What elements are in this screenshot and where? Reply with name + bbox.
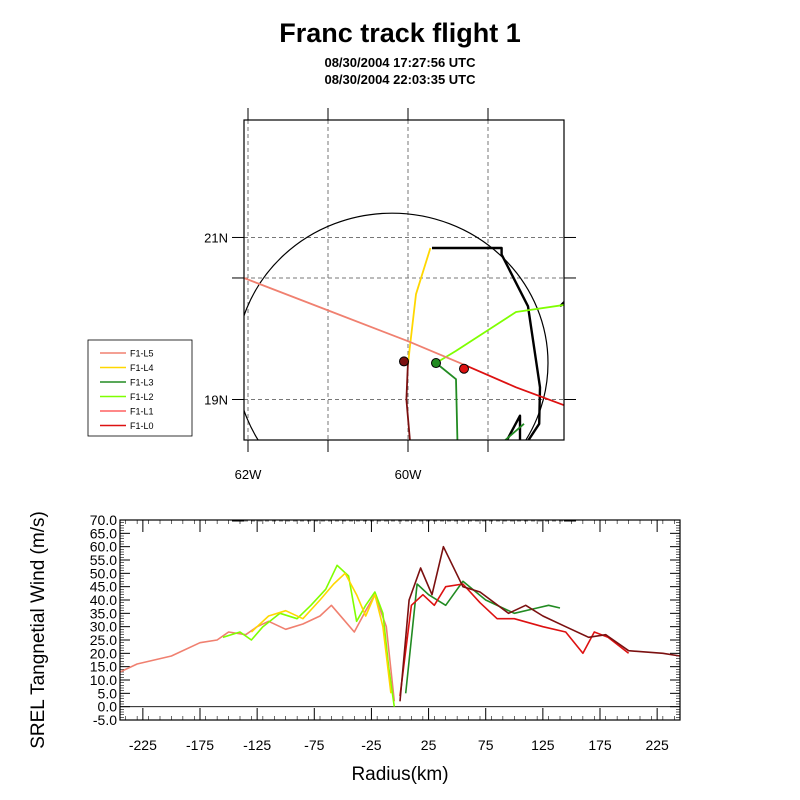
- wind-profile-panel: -225 -175 -125 -75 -25 25 75 125 175 225 70.065.06…: [28, 511, 681, 785]
- x-tick-label-1: -175: [186, 737, 214, 753]
- y-tick-label-4: 50.0: [90, 565, 117, 581]
- legend-label-4: F1-L1: [130, 407, 154, 417]
- y-tick-label-2: 60.0: [90, 539, 117, 555]
- y-tick-label-14: 0.0: [98, 699, 118, 715]
- track-map-panel: 62W 60W 21N 19N: [204, 108, 576, 522]
- range-circle: [244, 212, 549, 440]
- legend-label-1: F1-L4: [130, 363, 154, 373]
- y-tick-label-7: 35.0: [90, 605, 117, 621]
- chart-subtitle-end: 08/30/2004 22:03:35 UTC: [324, 72, 476, 87]
- y-tick-label-13: 5.0: [98, 685, 118, 701]
- series-F1-L5: [120, 593, 396, 702]
- x-tick-label-2: -125: [243, 737, 271, 753]
- x-tick-label-0: -225: [129, 737, 157, 753]
- map-lat-tick-label-1: 19N: [204, 392, 228, 407]
- series-F1-L0: [399, 583, 630, 697]
- chart-title: Franc track flight 1: [279, 18, 521, 48]
- y-tick-label-15: -5.0: [93, 712, 117, 728]
- y-tick-label-3: 55.0: [90, 552, 117, 568]
- y-tick-label-1: 65.0: [90, 525, 117, 541]
- map-frame: [243, 119, 565, 441]
- x-tick-label-9: 225: [645, 737, 669, 753]
- y-tick-label-5: 45.0: [90, 579, 117, 595]
- legend-label-2: F1-L3: [130, 378, 154, 388]
- x-tick-label-3: -75: [304, 737, 324, 753]
- track-F1-L2: [435, 304, 564, 364]
- legend-box: [87, 339, 193, 437]
- track-F1-L3: [435, 362, 525, 440]
- series-F1-L1: [399, 545, 680, 702]
- legend-label-0: F1-L5: [130, 349, 154, 359]
- x-axis-label: Radius(km): [351, 764, 448, 785]
- x-tick-label-8: 175: [588, 737, 612, 753]
- y-tick-label-12: 10.0: [90, 672, 117, 688]
- map-lon-tick-label-1: 60W: [395, 467, 422, 482]
- plot-frame: [119, 519, 681, 721]
- series-F1-L3: [404, 580, 561, 694]
- track-marker-1: [431, 358, 441, 369]
- y-tick-label-9: 25.0: [90, 632, 117, 648]
- track-F1-L0: [463, 363, 564, 407]
- series-F1-L4: [250, 572, 392, 694]
- map-lon-tick-label-0: 62W: [235, 467, 262, 482]
- track-legend: F1-L5 F1-L4 F1-L3 F1-L2 F1-L1 F1-L0: [87, 339, 193, 437]
- y-tick-label-0: 70.0: [90, 512, 117, 528]
- y-tick-label-11: 15.0: [90, 659, 117, 675]
- x-tick-label-7: 125: [531, 737, 555, 753]
- track-marker-0: [399, 356, 409, 367]
- legend-label-3: F1-L2: [130, 392, 154, 402]
- x-tick-label-5: 25: [421, 737, 437, 753]
- track-marker-2: [459, 363, 469, 374]
- x-tick-label-6: 75: [478, 737, 494, 753]
- x-tick-label-4: -25: [361, 737, 381, 753]
- track-F1-L1: [405, 361, 411, 440]
- y-tick-label-8: 30.0: [90, 619, 117, 635]
- series-F1-L2: [222, 564, 396, 707]
- map-lat-tick-label-0: 21N: [204, 230, 228, 245]
- track-F1-L4: [407, 247, 432, 365]
- y-tick-label-10: 20.0: [90, 645, 117, 661]
- legend-label-5: F1-L0: [130, 421, 154, 431]
- track-F1-L5: [244, 277, 465, 366]
- y-axis-label: SREL Tangnetial Wind (m/s): [28, 511, 49, 749]
- chart-subtitle-start: 08/30/2004 17:27:56 UTC: [324, 55, 476, 70]
- y-tick-label-6: 40.0: [90, 592, 117, 608]
